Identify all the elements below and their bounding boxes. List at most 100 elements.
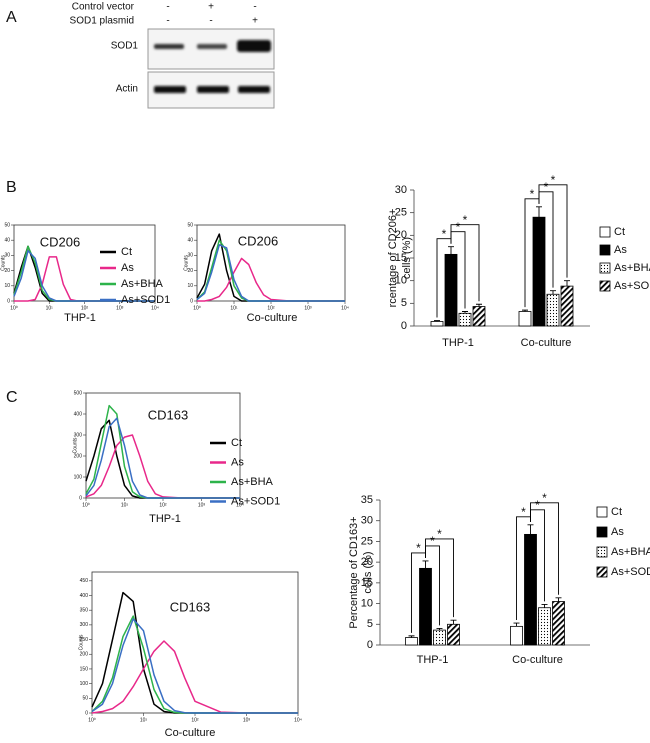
y-tick-label: 200 (80, 652, 89, 658)
significance-label: * (544, 180, 549, 194)
band (197, 86, 229, 93)
row-label: SOD1 (111, 41, 139, 52)
chart-title: CD206 (238, 233, 278, 248)
bar (447, 623, 460, 646)
histogram-curve (91, 615, 298, 714)
y-tick-label: 300 (80, 622, 89, 628)
sign: + (208, 2, 214, 13)
chart-title: CD163 (148, 407, 188, 422)
y-tick-label: 10 (4, 283, 10, 289)
legend-label: Ct (231, 437, 242, 449)
y-axis-label: Counts (72, 437, 78, 453)
y-axis-label: rcentage of CD206+ (387, 209, 399, 308)
legend-swatch (599, 226, 611, 238)
y-tick-label: 50 (4, 222, 10, 228)
histogram-curve (91, 618, 298, 714)
x-tick-label: 10² (159, 502, 167, 508)
bar (532, 216, 546, 327)
y-tick-label: 15 (361, 577, 373, 589)
significance-bracket (530, 502, 559, 595)
chart-title: CD206 (40, 234, 80, 249)
legend-label: As+BHA (614, 262, 650, 274)
legend-label: As (614, 244, 627, 256)
legend-label: As+BHA (121, 278, 164, 290)
legend-label: Ct (121, 246, 132, 258)
panel-label: A (6, 9, 17, 26)
y-tick-label: 500 (74, 390, 83, 396)
y-tick-label: 50 (82, 696, 88, 702)
error-bar (541, 603, 548, 608)
x-tick-label: 10¹ (230, 305, 238, 311)
error-bar (450, 619, 457, 625)
bar (510, 625, 523, 646)
y-tick-label: 350 (80, 608, 89, 614)
bar (538, 607, 551, 646)
histogram-curve (196, 239, 345, 302)
bar (546, 293, 560, 327)
y-tick-label: 30 (361, 515, 373, 527)
legend-label: As+BHA (231, 476, 274, 488)
y-tick-label: 300 (74, 432, 83, 438)
histogram-curve (13, 245, 155, 302)
y-tick-label: 30 (395, 184, 407, 196)
legend-label: As (231, 456, 244, 468)
y-tick-label: 40 (4, 238, 10, 244)
error-bar (536, 206, 542, 218)
histogram-curve (13, 250, 155, 302)
y-tick-label: 15 (395, 252, 407, 264)
error-bar (527, 524, 534, 535)
y-axis-label: Percentage of CD163+ (348, 516, 360, 628)
x-tick-label: 10³ (243, 717, 251, 723)
y-tick-label: 10 (395, 275, 407, 287)
condition-label: SOD1 plasmid (70, 16, 134, 27)
legend-label: As (121, 262, 134, 274)
x-axis-label: THP-1 (64, 312, 96, 324)
significance-bracket (450, 224, 480, 302)
x-axis-label: Co-culture (165, 727, 216, 739)
legend-label: As+SOD1 (614, 280, 650, 292)
condition-label: Control vector (72, 2, 135, 13)
bar (430, 321, 444, 327)
significance-label: * (463, 213, 468, 227)
sign: - (253, 2, 256, 13)
y-tick-label: 0 (401, 320, 407, 332)
error-bar (434, 320, 440, 322)
error-bar (555, 597, 562, 602)
y-tick-label: 450 (80, 578, 89, 584)
significance-label: * (535, 498, 540, 512)
y-tick-label: 30 (4, 253, 10, 259)
x-tick-label: Co-culture (521, 337, 572, 349)
bar (458, 312, 472, 327)
y-tick-label: 400 (80, 593, 89, 599)
y-axis-label: Counts (78, 634, 84, 650)
bar (560, 285, 574, 327)
error-bar (564, 280, 570, 287)
legend-label: Ct (614, 226, 625, 238)
y-axis-label: cells (%) (401, 237, 413, 279)
significance-label: * (456, 220, 461, 234)
x-tick-label: 10⁴ (151, 305, 159, 311)
error-bar (408, 635, 415, 638)
y-tick-label: 0 (79, 495, 82, 501)
x-tick-label: 10³ (304, 305, 312, 311)
y-tick-label: 0 (367, 639, 373, 651)
legend-swatch (596, 526, 608, 538)
y-tick-label: 5 (401, 297, 407, 309)
x-tick-label: 10¹ (140, 717, 148, 723)
error-bar (436, 627, 443, 631)
band (154, 44, 184, 49)
legend-swatch (599, 244, 611, 256)
band (154, 86, 186, 93)
chart-title: CD163 (170, 599, 210, 614)
x-tick-label: Co-culture (512, 654, 563, 666)
bar (405, 637, 418, 646)
y-tick-label: 100 (80, 681, 89, 687)
y-tick-label: 10 (361, 597, 373, 609)
y-tick-label: 150 (80, 666, 89, 672)
y-tick-label: 20 (4, 268, 10, 274)
bar (472, 306, 486, 327)
band (237, 40, 271, 52)
significance-label: * (430, 534, 435, 548)
significance-label: * (521, 505, 526, 519)
